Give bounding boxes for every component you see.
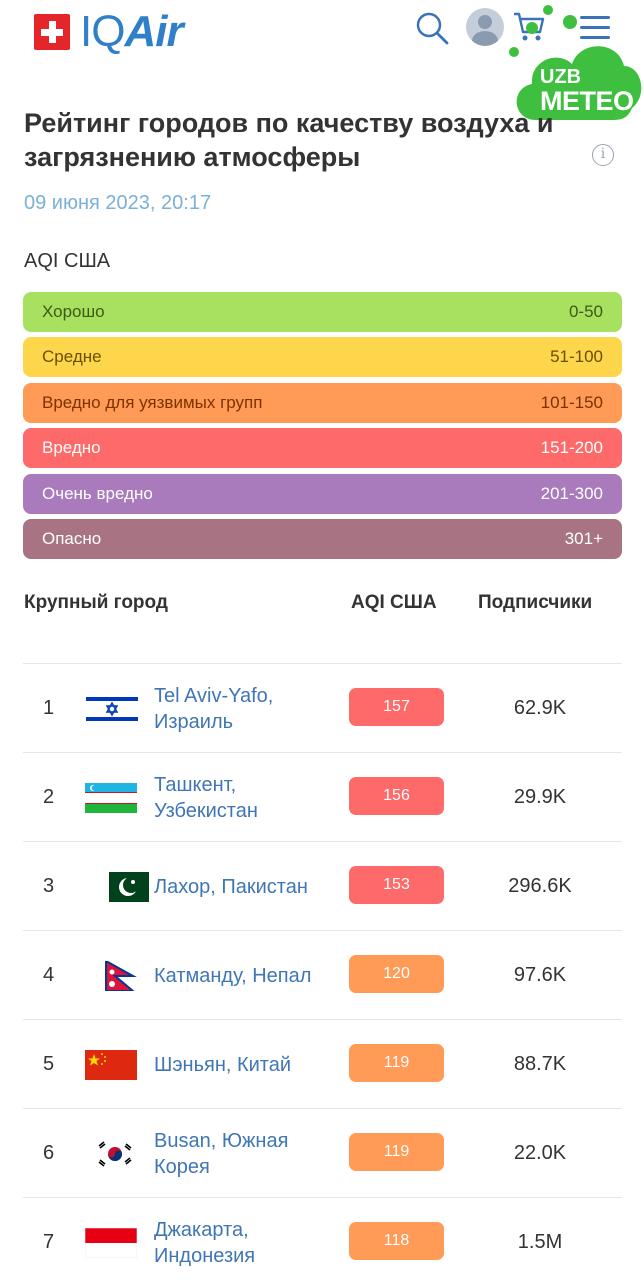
subscriber-count: 296.6K (508, 875, 572, 897)
iqair-logo[interactable]: IQAir (34, 7, 184, 56)
legend-range: 101-150 (540, 392, 603, 412)
aqi-badge: 119 (349, 1044, 444, 1082)
column-header-aqi[interactable]: AQI США (351, 592, 437, 613)
israel-flag-icon (86, 694, 138, 724)
legend-range: 0-50 (568, 302, 603, 321)
indonesia-flag-icon (84, 1227, 138, 1259)
info-icon[interactable]: i (592, 144, 614, 166)
rank-number: 7 (43, 1231, 55, 1253)
table-row[interactable]: 4 Катманду, Непал 120 97.6K (23, 930, 622, 1019)
table-row[interactable]: 6 Busan, Южная Корея 119 22.0K (23, 1108, 622, 1197)
aqi-badge: 156 (349, 777, 444, 815)
user-avatar-icon[interactable] (466, 8, 504, 46)
city-link[interactable]: Busan, Южная Корея (154, 1129, 289, 1178)
china-flag-icon (85, 1050, 137, 1080)
page-title: Рейтинг городов по качеству воздуха и за… (24, 108, 554, 172)
uzbmeteo-watermark-logo (509, 5, 642, 120)
aqi-badge: 153 (349, 866, 444, 904)
subscriber-count: 88.7K (513, 1053, 567, 1075)
legend-category: Вредно (42, 438, 101, 458)
legend-row: Хорошо 0-50 (23, 292, 622, 332)
legend-category: Опасно (42, 528, 102, 548)
city-link[interactable]: Лахор, Пакистан (154, 875, 308, 898)
city-link[interactable]: Джакарта, Индонезия (154, 1218, 256, 1267)
aqi-legend: Хорошо 0-50 Средне 51-100 Вредно для уязвимы… (23, 292, 622, 564)
rank-number: 3 (43, 875, 55, 897)
legend-row: Опасно 301+ (23, 518, 622, 559)
subscriber-count: 97.6K (513, 964, 567, 986)
legend-category: Хорошо (42, 302, 105, 321)
table-row[interactable]: 2 Ташкент, Узбекистан 156 29.9K (23, 752, 622, 841)
nepal-flag-icon (95, 959, 147, 992)
search-icon[interactable] (414, 10, 450, 46)
aqi-badge: 119 (349, 1133, 444, 1171)
logo-wordmark: IQAir (80, 7, 184, 56)
site-header: IQAir (0, 0, 644, 70)
column-header-city[interactable]: Крупный город (24, 592, 168, 613)
table-row[interactable]: 1 Tel Aviv-Yafo, Израиль 157 62.9K (23, 663, 622, 752)
pakistan-flag-icon (97, 872, 149, 902)
aqi-badge: 157 (349, 688, 444, 726)
rank-number: 4 (43, 964, 55, 986)
uzbekistan-flag-icon (85, 783, 137, 813)
legend-row: Средне 51-100 (23, 337, 622, 378)
legend-row: Вредно для уязвимых групп 101-150 (23, 382, 622, 423)
subscriber-count: 62.9K (513, 697, 567, 719)
subscriber-count: 22.0K (513, 1142, 567, 1164)
table-row[interactable]: 7 Джакарта, Индонезия 118 1.5M (23, 1197, 622, 1280)
aqi-badge: 120 (349, 955, 444, 993)
city-link[interactable]: Шэньян, Китай (154, 1053, 292, 1076)
table-row[interactable]: 3 Лахор, Пакистан 153 296.6K (23, 841, 622, 930)
hamburger-menu-icon[interactable] (580, 16, 610, 40)
column-header-subscribers[interactable]: Подписчики (478, 592, 593, 613)
city-link[interactable]: Катманду, Непал (154, 964, 312, 987)
subscriber-count: 29.9K (513, 786, 567, 808)
rank-number: 1 (43, 697, 55, 719)
south-korea-flag-icon (89, 1139, 141, 1169)
legend-category: Средне (42, 347, 102, 367)
aqi-scale-label: AQI США (24, 250, 111, 272)
legend-row: Очень вредно 201-300 (23, 473, 622, 514)
update-date: 09 июня 2023, 20:17 (24, 192, 212, 214)
legend-range: 301+ (564, 528, 603, 548)
legend-range: 51-100 (550, 347, 603, 367)
rank-number: 2 (43, 786, 55, 808)
legend-row: Вредно 151-200 (23, 428, 622, 469)
city-ranking-table: 1 Tel Aviv-Yafo, Израиль 157 62.9K 2 Ташкент,… (23, 663, 622, 1280)
rank-number: 6 (43, 1142, 55, 1164)
swiss-flag-icon (34, 14, 70, 50)
watermark-line2: METEO (540, 86, 634, 116)
legend-category: Вредно для уязвимых групп (42, 392, 263, 412)
aqi-badge: 118 (349, 1222, 444, 1260)
rank-number: 5 (43, 1053, 55, 1075)
legend-range: 201-300 (540, 483, 603, 503)
table-row[interactable]: 5 Шэньян, Китай 119 88.7K (23, 1019, 622, 1108)
legend-range: 151-200 (540, 438, 603, 458)
watermark-line1: UZB (540, 66, 582, 88)
city-link[interactable]: Tel Aviv-Yafo, Израиль (154, 684, 274, 733)
subscriber-count: 1.5M (517, 1231, 563, 1253)
legend-category: Очень вредно (42, 483, 153, 503)
city-link[interactable]: Ташкент, Узбекистан (154, 773, 258, 822)
